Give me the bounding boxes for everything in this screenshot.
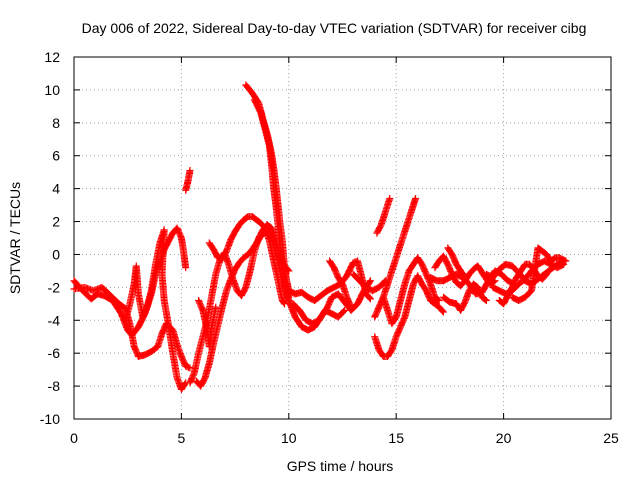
marker-trail: [195, 297, 220, 351]
series-track-4: [182, 167, 194, 194]
tick-label-layer: 0 5 10 15 20 25 -10 -8 -6 -4 -2 0 2 4 6 8 10 12: [40, 49, 619, 446]
series-track-6: [192, 227, 293, 390]
series-track-7: [205, 213, 289, 308]
series-track-3: [122, 226, 190, 393]
marker-trail: [373, 195, 394, 237]
x-axis-label: GPS time / hours: [287, 458, 394, 474]
y-tick-label: 10: [44, 82, 60, 98]
marker-trail: [349, 270, 389, 295]
y-tick-label: -8: [48, 378, 61, 394]
marker-trail: [326, 257, 355, 311]
marker-trail: [379, 254, 443, 328]
marker-trail: [250, 96, 293, 305]
y-tick-label: -4: [48, 312, 61, 328]
tick-layer: [73, 56, 612, 420]
plot-frame: [73, 56, 612, 420]
y-tick-label: -6: [48, 345, 61, 361]
x-tick-label: 25: [603, 430, 619, 446]
marker-trail: [289, 300, 349, 328]
x-tick-label: 10: [281, 430, 297, 446]
series-track-22: [440, 280, 490, 314]
y-tick-label: -2: [48, 279, 61, 295]
y-tick-label: 4: [52, 181, 60, 197]
y-tick-label: -10: [40, 411, 60, 427]
marker-trail: [192, 227, 293, 390]
series-layer: [70, 81, 570, 393]
series-track-14: [326, 257, 355, 311]
chart-title: Day 006 of 2022, Sidereal Day-to-day VTE…: [82, 20, 587, 36]
y-axis-label: SDTVAR / TECUs: [7, 182, 23, 294]
series-track-23: [444, 244, 469, 281]
series-track-18: [373, 195, 394, 237]
marker-trail: [371, 195, 420, 321]
series-track-10: [250, 96, 293, 305]
marker-trail: [182, 167, 194, 194]
marker-trail: [440, 280, 490, 314]
y-tick-label: 6: [52, 148, 60, 164]
marker-trail: [122, 226, 190, 393]
y-tick-label: 0: [52, 246, 60, 262]
series-track-27: [495, 260, 551, 308]
x-tick-label: 5: [178, 430, 186, 446]
series-track-13: [289, 300, 349, 328]
marker-trail: [495, 260, 551, 308]
series-track-15: [349, 270, 389, 295]
marker-trail: [205, 213, 289, 308]
marker-trail: [444, 244, 469, 281]
series-track-8: [195, 297, 220, 351]
y-tick-label: 2: [52, 214, 60, 230]
marker-trail: [371, 272, 447, 360]
x-tick-label: 20: [496, 430, 512, 446]
grid-layer: [74, 57, 611, 419]
x-tick-label: 0: [70, 430, 78, 446]
series-track-17: [371, 272, 447, 360]
series-track-19: [379, 254, 443, 328]
series-track-16: [371, 195, 420, 321]
x-tick-label: 15: [388, 430, 404, 446]
y-tick-label: 12: [44, 49, 60, 65]
y-tick-label: 8: [52, 115, 60, 131]
